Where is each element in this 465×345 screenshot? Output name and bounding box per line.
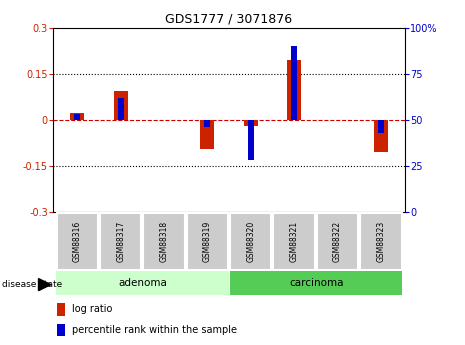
- Text: adenoma: adenoma: [118, 278, 167, 288]
- Bar: [186, 213, 228, 270]
- Text: GSM88322: GSM88322: [333, 221, 342, 262]
- Bar: [57, 303, 66, 316]
- Text: GSM88319: GSM88319: [203, 221, 212, 262]
- Bar: [114, 91, 127, 120]
- Bar: [57, 324, 66, 336]
- Bar: [56, 271, 229, 295]
- Bar: [100, 213, 141, 270]
- Bar: [118, 98, 124, 120]
- Bar: [230, 213, 272, 270]
- Title: GDS1777 / 3071876: GDS1777 / 3071876: [166, 12, 292, 25]
- Polygon shape: [39, 279, 51, 290]
- Text: GSM88318: GSM88318: [159, 221, 168, 262]
- Bar: [57, 213, 98, 270]
- Bar: [273, 213, 315, 270]
- Bar: [291, 46, 297, 120]
- Text: disease state: disease state: [2, 280, 63, 289]
- Bar: [204, 120, 210, 127]
- Bar: [248, 120, 254, 160]
- Bar: [230, 271, 402, 295]
- Bar: [317, 213, 358, 270]
- Text: GSM88317: GSM88317: [116, 221, 125, 262]
- Text: GSM88316: GSM88316: [73, 221, 82, 262]
- Bar: [374, 120, 388, 152]
- Bar: [200, 120, 214, 149]
- Bar: [360, 213, 401, 270]
- Text: GSM88323: GSM88323: [376, 221, 385, 262]
- Text: GSM88320: GSM88320: [246, 221, 255, 262]
- Bar: [74, 114, 80, 120]
- Text: percentile rank within the sample: percentile rank within the sample: [73, 325, 238, 335]
- Text: GSM88321: GSM88321: [290, 221, 299, 262]
- Text: log ratio: log ratio: [73, 304, 113, 314]
- Bar: [287, 60, 301, 120]
- Bar: [244, 120, 258, 126]
- Bar: [378, 120, 384, 133]
- Bar: [143, 213, 185, 270]
- Text: carcinoma: carcinoma: [289, 278, 343, 288]
- Bar: [70, 113, 84, 120]
